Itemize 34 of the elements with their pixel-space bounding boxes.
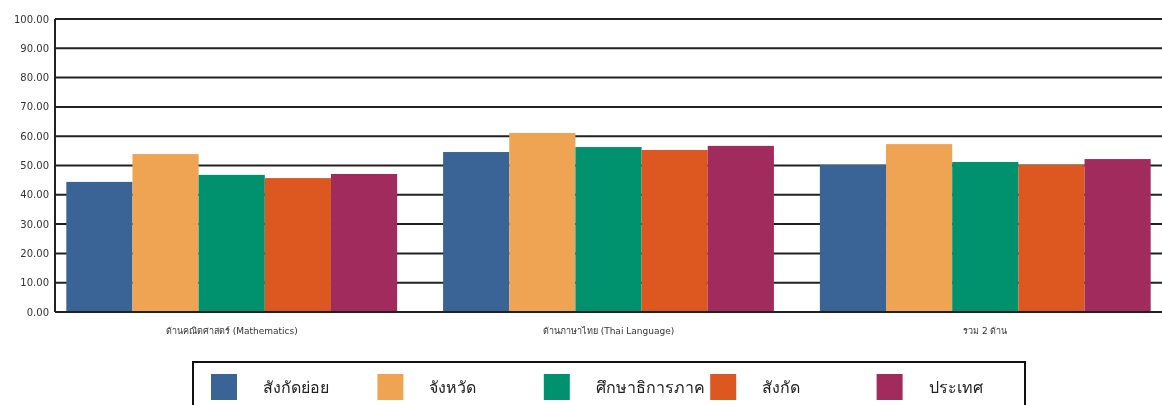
bar <box>1018 164 1085 312</box>
bar <box>886 144 953 312</box>
y-tick-label: 40.00 <box>20 189 49 201</box>
y-tick-label: 70.00 <box>20 101 49 113</box>
x-tick-label: ด้านคณิตศาสตร์ (Mathematics) <box>165 325 298 336</box>
bar <box>1084 159 1151 312</box>
y-tick-label: 20.00 <box>20 247 49 259</box>
legend-label: ศึกษาธิการภาค <box>595 377 705 397</box>
y-tick-label: 10.00 <box>20 277 49 289</box>
bar <box>330 174 398 312</box>
legend-label: สังกัดย่อย <box>263 377 329 397</box>
legend-label: สังกัด <box>762 377 801 397</box>
x-tick-label: รวม 2 ด้าน <box>963 326 1008 336</box>
y-tick-label: 50.00 <box>20 160 49 171</box>
y-tick-label: 60.00 <box>20 130 49 142</box>
y-tick-label: 80.00 <box>20 72 49 84</box>
bar <box>264 178 331 312</box>
bar <box>509 132 576 312</box>
legend-label: จังหวัด <box>429 377 477 397</box>
y-tick-label: 30.00 <box>20 218 49 230</box>
bar <box>707 145 774 312</box>
bar <box>443 152 510 312</box>
bar <box>819 164 887 312</box>
y-tick-label: 100.00 <box>14 13 49 25</box>
y-tick-label: 90.00 <box>20 42 49 54</box>
bar <box>641 149 708 312</box>
bar <box>575 147 642 312</box>
bar <box>66 181 133 312</box>
y-tick-label: 0.00 <box>26 306 49 318</box>
legend-label: ประเทศ <box>928 377 983 397</box>
bar <box>952 161 1019 312</box>
bar <box>132 154 199 312</box>
x-tick-label: ด้านภาษาไทย (Thai Language) <box>542 326 675 336</box>
bar <box>198 174 265 312</box>
